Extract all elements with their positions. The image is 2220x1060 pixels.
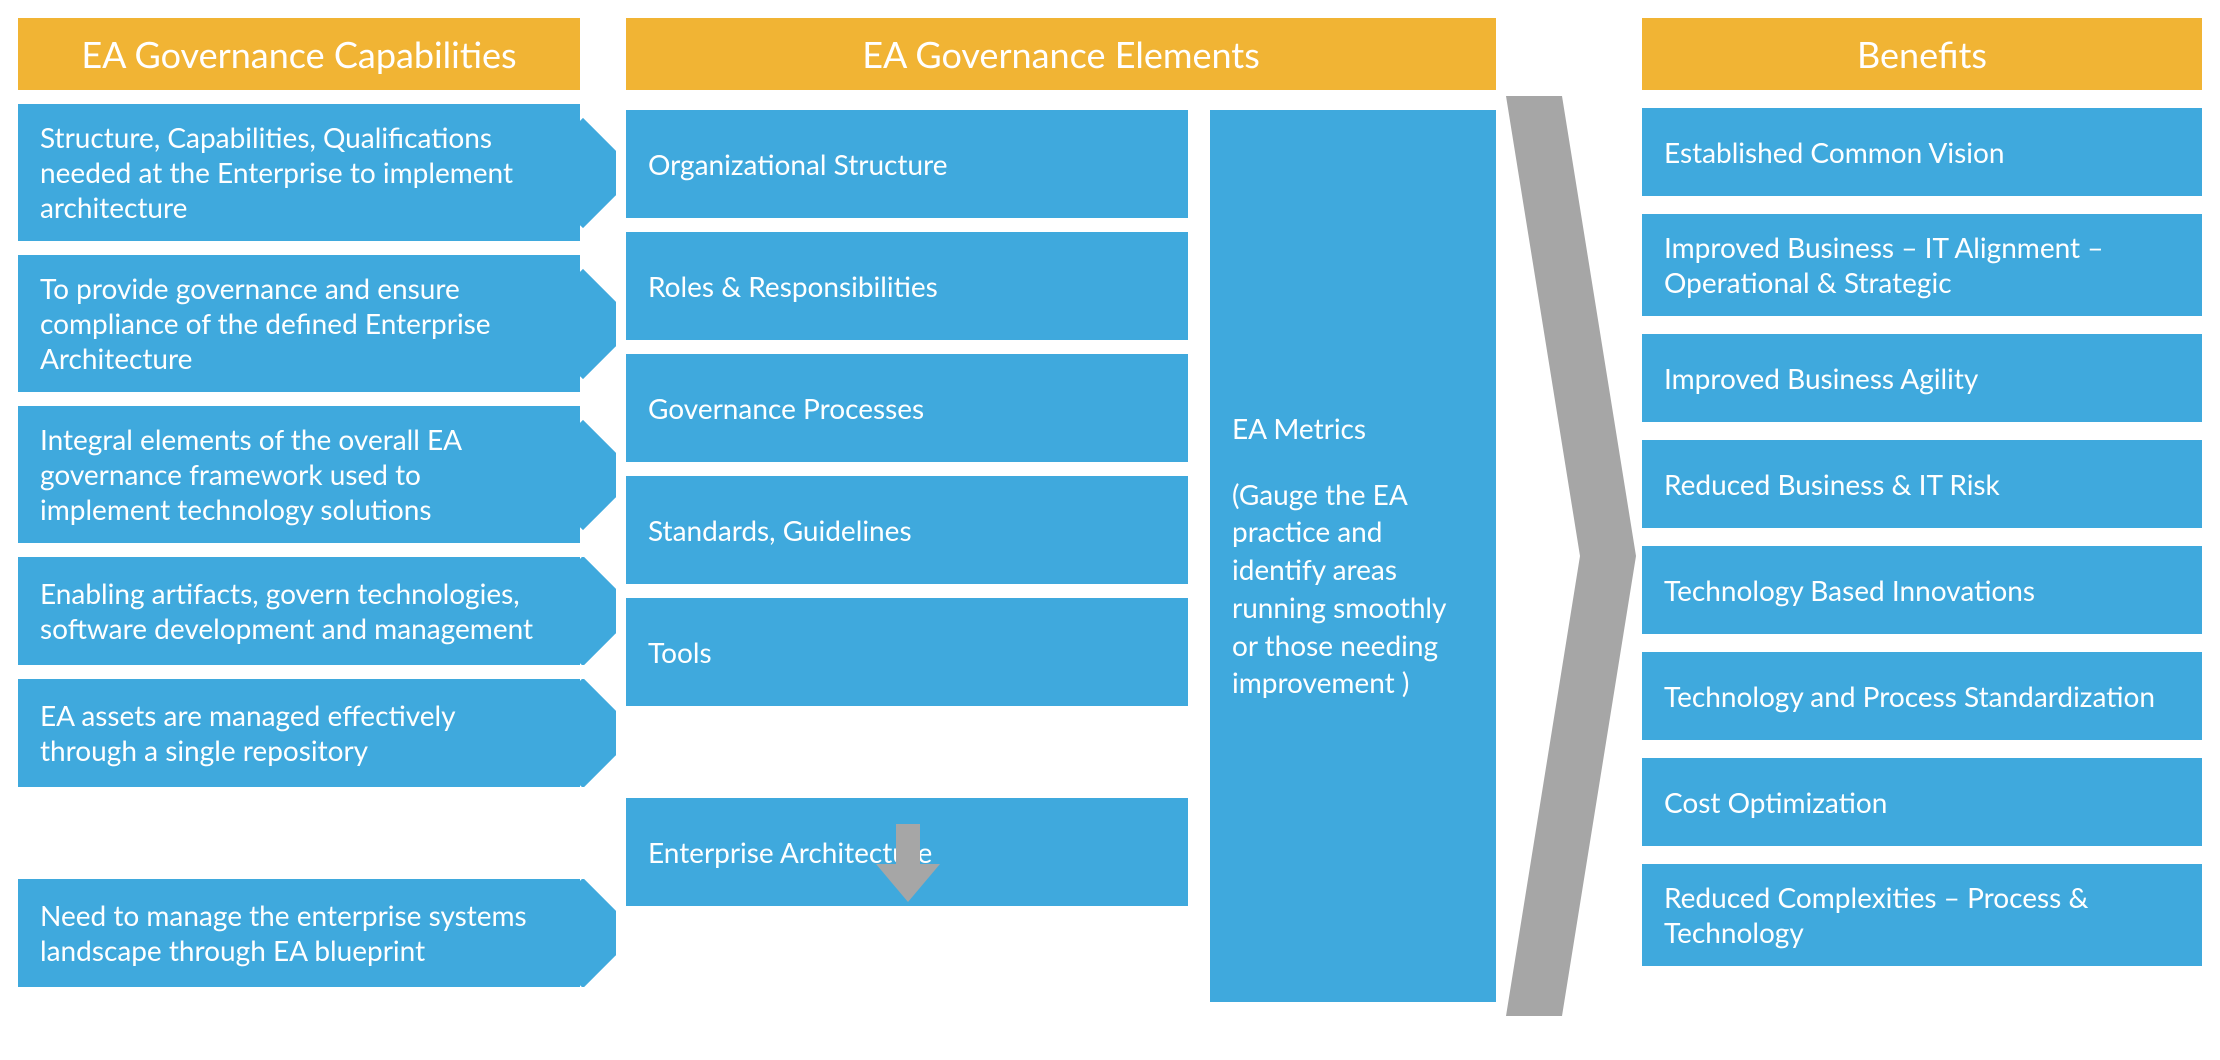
capability-row: To provide governance and ensure complia… xyxy=(18,255,580,392)
capability-box: Need to manage the enterprise systems la… xyxy=(18,879,580,987)
benefit-box: Improved Business – IT Alignment – Opera… xyxy=(1642,214,2202,316)
benefit-box: Reduced Business & IT Risk xyxy=(1642,440,2202,528)
capability-row: Integral elements of the overall EA gove… xyxy=(18,406,580,543)
benefits-column: Benefits Established Common Vision Impro… xyxy=(1642,18,2202,966)
arrow-right-icon xyxy=(580,557,616,665)
metrics-title: EA Metrics xyxy=(1232,410,1474,448)
capabilities-header: EA Governance Capabilities xyxy=(18,18,580,90)
metrics-box: EA Metrics (Gauge the EA practice and id… xyxy=(1210,110,1496,1002)
benefit-box: Cost Optimization xyxy=(1642,758,2202,846)
arrow-right-icon xyxy=(580,406,616,543)
element-box: Standards, Guidelines xyxy=(626,476,1188,584)
capability-row: EA assets are managed effectively throug… xyxy=(18,679,580,787)
benefit-box: Technology and Process Standardization xyxy=(1642,652,2202,740)
chevron-right-icon xyxy=(1506,96,1636,1016)
capability-box: Structure, Capabilities, Qualifications … xyxy=(18,104,580,241)
element-box: Governance Processes xyxy=(626,354,1188,462)
capability-box: Enabling artifacts, govern technologies,… xyxy=(18,557,580,665)
benefit-box: Technology Based Innovations xyxy=(1642,546,2202,634)
benefits-header: Benefits xyxy=(1642,18,2202,90)
element-box: Organizational Structure xyxy=(626,110,1188,218)
element-box: Roles & Responsibilities xyxy=(626,232,1188,340)
metrics-note: (Gauge the EA practice and identify area… xyxy=(1232,476,1474,703)
arrow-right-icon xyxy=(580,104,616,241)
benefit-box: Reduced Complexities – Process & Technol… xyxy=(1642,864,2202,966)
capability-row: Need to manage the enterprise systems la… xyxy=(18,879,580,987)
arrow-right-icon xyxy=(580,255,616,392)
arrow-right-icon xyxy=(580,879,616,987)
benefit-box: Established Common Vision xyxy=(1642,108,2202,196)
arrow-down-icon xyxy=(868,824,948,904)
capability-row: Enabling artifacts, govern technologies,… xyxy=(18,557,580,665)
elements-column: Organizational Structure Roles & Respons… xyxy=(626,18,1188,906)
capability-box: Integral elements of the overall EA gove… xyxy=(18,406,580,543)
capability-box: EA assets are managed effectively throug… xyxy=(18,679,580,787)
capabilities-column: EA Governance Capabilities Structure, Ca… xyxy=(18,18,580,987)
arrow-right-icon xyxy=(580,679,616,787)
element-box: Tools xyxy=(626,598,1188,706)
benefit-box: Improved Business Agility xyxy=(1642,334,2202,422)
capability-row: Structure, Capabilities, Qualifications … xyxy=(18,104,580,241)
capability-box: To provide governance and ensure complia… xyxy=(18,255,580,392)
